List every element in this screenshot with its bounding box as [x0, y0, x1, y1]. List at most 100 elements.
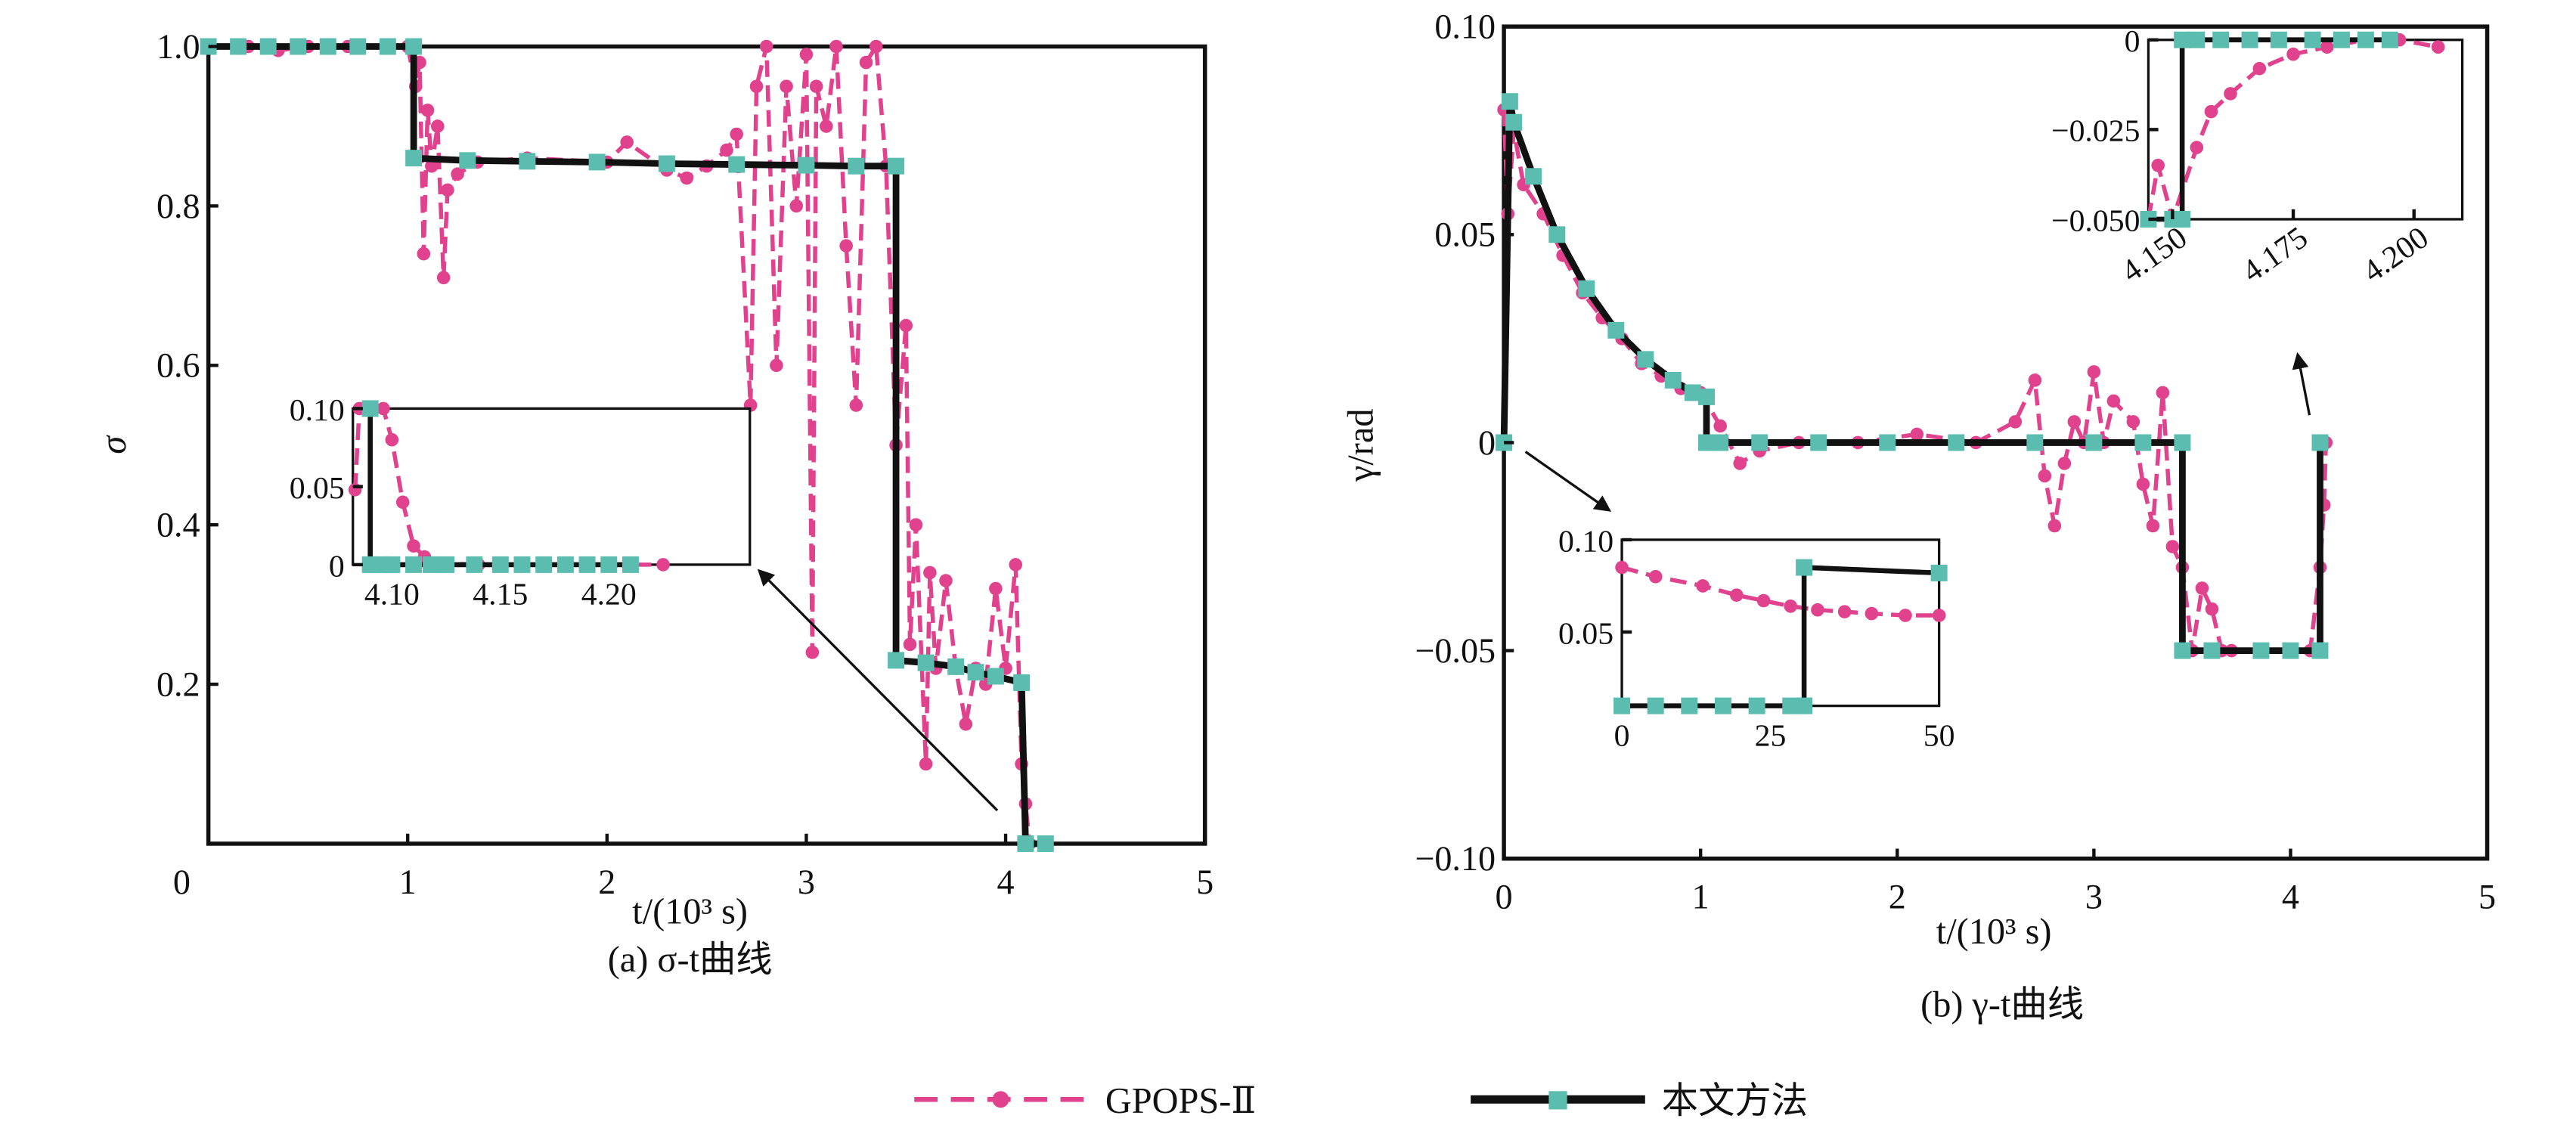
y-tick-label: 0.10 [1434, 8, 1496, 46]
panel-b-inset-top-frame [2147, 39, 2464, 221]
gpops-point [2136, 477, 2150, 491]
proposed-point [290, 38, 307, 55]
gpops-point [1009, 558, 1023, 572]
proposed-point [728, 156, 746, 173]
proposed-point [600, 556, 618, 573]
x-tick-label: 4 [997, 863, 1015, 901]
x-tick-label: 3 [2085, 878, 2103, 916]
x-tick-label: 0 [173, 863, 191, 901]
zoom-arrow-b-top [2292, 352, 2311, 416]
proposed-point [888, 157, 905, 175]
proposed-point [438, 556, 455, 573]
proposed-point [967, 664, 984, 681]
proposed-point [2134, 434, 2152, 451]
gpops-point [2165, 540, 2180, 553]
y-tick-label: 0.4 [157, 506, 200, 544]
gpops-point [2106, 394, 2121, 408]
proposed-point [1548, 226, 1566, 243]
gpops-point [1730, 588, 1744, 602]
gpops-point [420, 104, 435, 117]
y-tick-label: −0.025 [2051, 114, 2140, 149]
gpops-point [2038, 469, 2052, 483]
x-tick-label: 2 [598, 863, 615, 901]
gpops-point [2057, 457, 2072, 470]
y-tick-label: 0.05 [1558, 616, 1613, 651]
gpops-point [2195, 581, 2209, 595]
proposed-point [1879, 434, 1896, 451]
panel-b-xlabel: t/(10³ s) [1936, 912, 2052, 952]
proposed-point [519, 153, 536, 170]
gpops-point [1910, 427, 1924, 442]
gpops-point [799, 48, 814, 61]
proposed-point [1647, 697, 1664, 714]
gpops-point [2126, 415, 2140, 429]
proposed-point [2333, 31, 2350, 48]
proposed-point [379, 38, 396, 55]
proposed-point [2174, 31, 2191, 48]
proposed-point [1607, 321, 1625, 339]
proposed-point [2357, 31, 2374, 48]
legend-proposed-marker [1548, 1091, 1567, 1110]
gpops-point [730, 127, 743, 141]
proposed-point [987, 668, 1004, 685]
gpops-point [2286, 47, 2300, 61]
gpops-point [1696, 579, 1710, 593]
gpops-point [2205, 602, 2219, 616]
gpops-point [417, 246, 431, 261]
y-tick-label: 0.10 [290, 393, 345, 428]
proposed-point [1017, 835, 1034, 852]
y-tick-label: 0.05 [290, 471, 345, 506]
proposed-point [423, 556, 439, 573]
gpops-point [820, 119, 833, 133]
proposed-point [1525, 168, 1542, 185]
panel-b-ylabel: γ/rad [1341, 408, 1381, 482]
gpops-point [2087, 365, 2101, 379]
proposed-point [230, 38, 247, 55]
proposed-point [466, 556, 483, 573]
y-tick-label: 0.2 [157, 665, 200, 703]
proposed-point [491, 556, 509, 573]
y-tick-label: −0.10 [1415, 839, 1496, 878]
gpops-point [839, 239, 853, 253]
gpops-point [2008, 415, 2023, 429]
proposed-point [513, 556, 531, 573]
panel-b-inset-bottom-frame [1620, 538, 1941, 708]
proposed-point [798, 156, 815, 174]
gpops-point [919, 757, 933, 771]
proposed-point [459, 152, 476, 169]
proposed-point [2252, 642, 2270, 659]
proposed-point [1501, 93, 1518, 110]
y-tick-label: 0 [329, 549, 345, 584]
proposed-point [578, 556, 596, 573]
proposed-point [2282, 642, 2299, 659]
gpops-point [1837, 605, 1852, 618]
gpops-point [451, 167, 464, 181]
legend: GPOPS-Ⅱ 本文方法 [914, 1081, 1808, 1121]
proposed-point [622, 556, 639, 573]
proposed-point [1796, 697, 1813, 714]
proposed-point [2203, 642, 2221, 659]
gpops-point [1756, 593, 1771, 608]
proposed-point [2304, 31, 2321, 48]
proposed-point [1013, 674, 1031, 691]
gpops-point [2067, 415, 2082, 429]
gpops-point [2156, 386, 2170, 400]
proposed-point [2174, 642, 2191, 659]
proposed-point [2026, 434, 2044, 451]
gpops-point [385, 432, 399, 447]
y-tick-label: 0.8 [157, 187, 200, 225]
y-tick-label: 0 [1478, 423, 1496, 462]
proposed-point [1637, 351, 1654, 368]
gpops-point [859, 55, 873, 70]
proposed-point [2085, 434, 2103, 451]
proposed-point [2174, 434, 2191, 451]
proposed-point [848, 157, 865, 175]
x-tick-label: 5 [2478, 878, 2496, 916]
proposed-point [1796, 559, 1813, 576]
gpops-point [749, 79, 764, 94]
gpops-point [656, 558, 670, 572]
gpops-point [2151, 159, 2165, 172]
